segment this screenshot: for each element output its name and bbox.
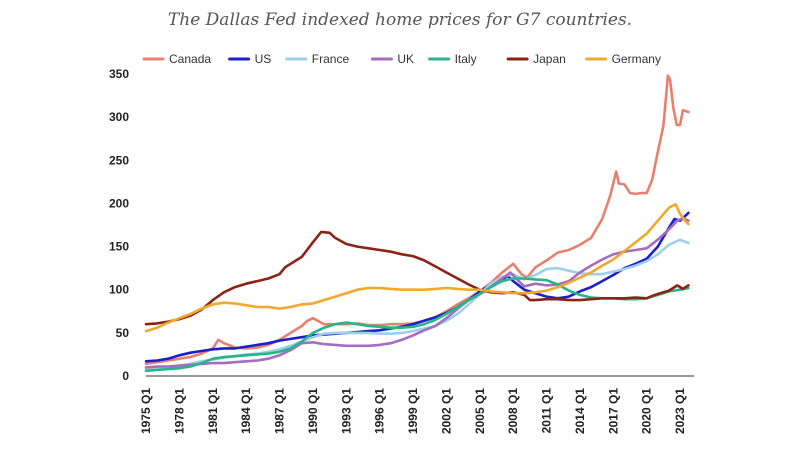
- y-tick-label: 250: [109, 153, 129, 167]
- x-tick-label: 1996 Q1: [373, 388, 387, 434]
- x-tick-label: 2002 Q1: [439, 388, 453, 434]
- legend-label: France: [312, 52, 350, 66]
- x-tick-label: 2011 Q1: [540, 388, 554, 434]
- legend-label: Japan: [533, 52, 566, 66]
- plot-area: [144, 74, 690, 373]
- legend-label: UK: [397, 52, 414, 66]
- series-line-japan: [144, 230, 690, 326]
- y-tick-label: 300: [109, 110, 129, 124]
- x-tick-label: 2008 Q1: [506, 388, 520, 434]
- x-tick-label: 1984 Q1: [239, 388, 253, 434]
- y-tick-label: 50: [116, 326, 130, 340]
- legend-label: US: [255, 52, 272, 66]
- series-line-canada: [144, 74, 690, 366]
- x-tick-label: 2017 Q1: [606, 388, 620, 434]
- series-line-us: [144, 211, 690, 363]
- legend-label: Canada: [169, 52, 211, 66]
- y-tick-label: 200: [109, 196, 129, 210]
- series-line-germany: [144, 203, 690, 333]
- y-tick-label: 0: [122, 369, 129, 383]
- legend: Canada US France UK Italy Japan Germany: [142, 52, 661, 66]
- legend-label: Germany: [612, 52, 661, 66]
- x-tick-label: 2014 Q1: [573, 388, 587, 434]
- y-tick-label: 350: [109, 67, 129, 81]
- x-tick-label: 1975 Q1: [139, 388, 153, 434]
- x-axis: 1975 Q1 1978 Q1 1981 Q1 1984 Q1 1987 Q1 1990 …: [139, 375, 694, 434]
- x-tick-label: 1978 Q1: [172, 388, 186, 434]
- x-tick-label: 2020 Q1: [640, 388, 654, 434]
- series-line-italy: [144, 277, 690, 373]
- x-tick-label: 1990 Q1: [306, 388, 320, 434]
- x-tick-label: 2005 Q1: [473, 388, 487, 434]
- x-tick-label: 1999 Q1: [406, 388, 420, 434]
- x-tick-label: 1981 Q1: [206, 388, 220, 434]
- y-tick-label: 100: [109, 283, 129, 297]
- series-line-uk: [144, 216, 690, 369]
- y-axis: 0 50 100 150 200 250 300 350: [109, 67, 129, 383]
- x-tick-label: 1993 Q1: [339, 388, 353, 434]
- legend-label: Italy: [455, 52, 477, 66]
- x-tick-label: 1987 Q1: [273, 388, 287, 434]
- y-tick-label: 150: [109, 240, 129, 254]
- x-tick-label: 2023 Q1: [673, 388, 687, 434]
- chart-title: The Dallas Fed indexed home prices for G…: [167, 10, 633, 30]
